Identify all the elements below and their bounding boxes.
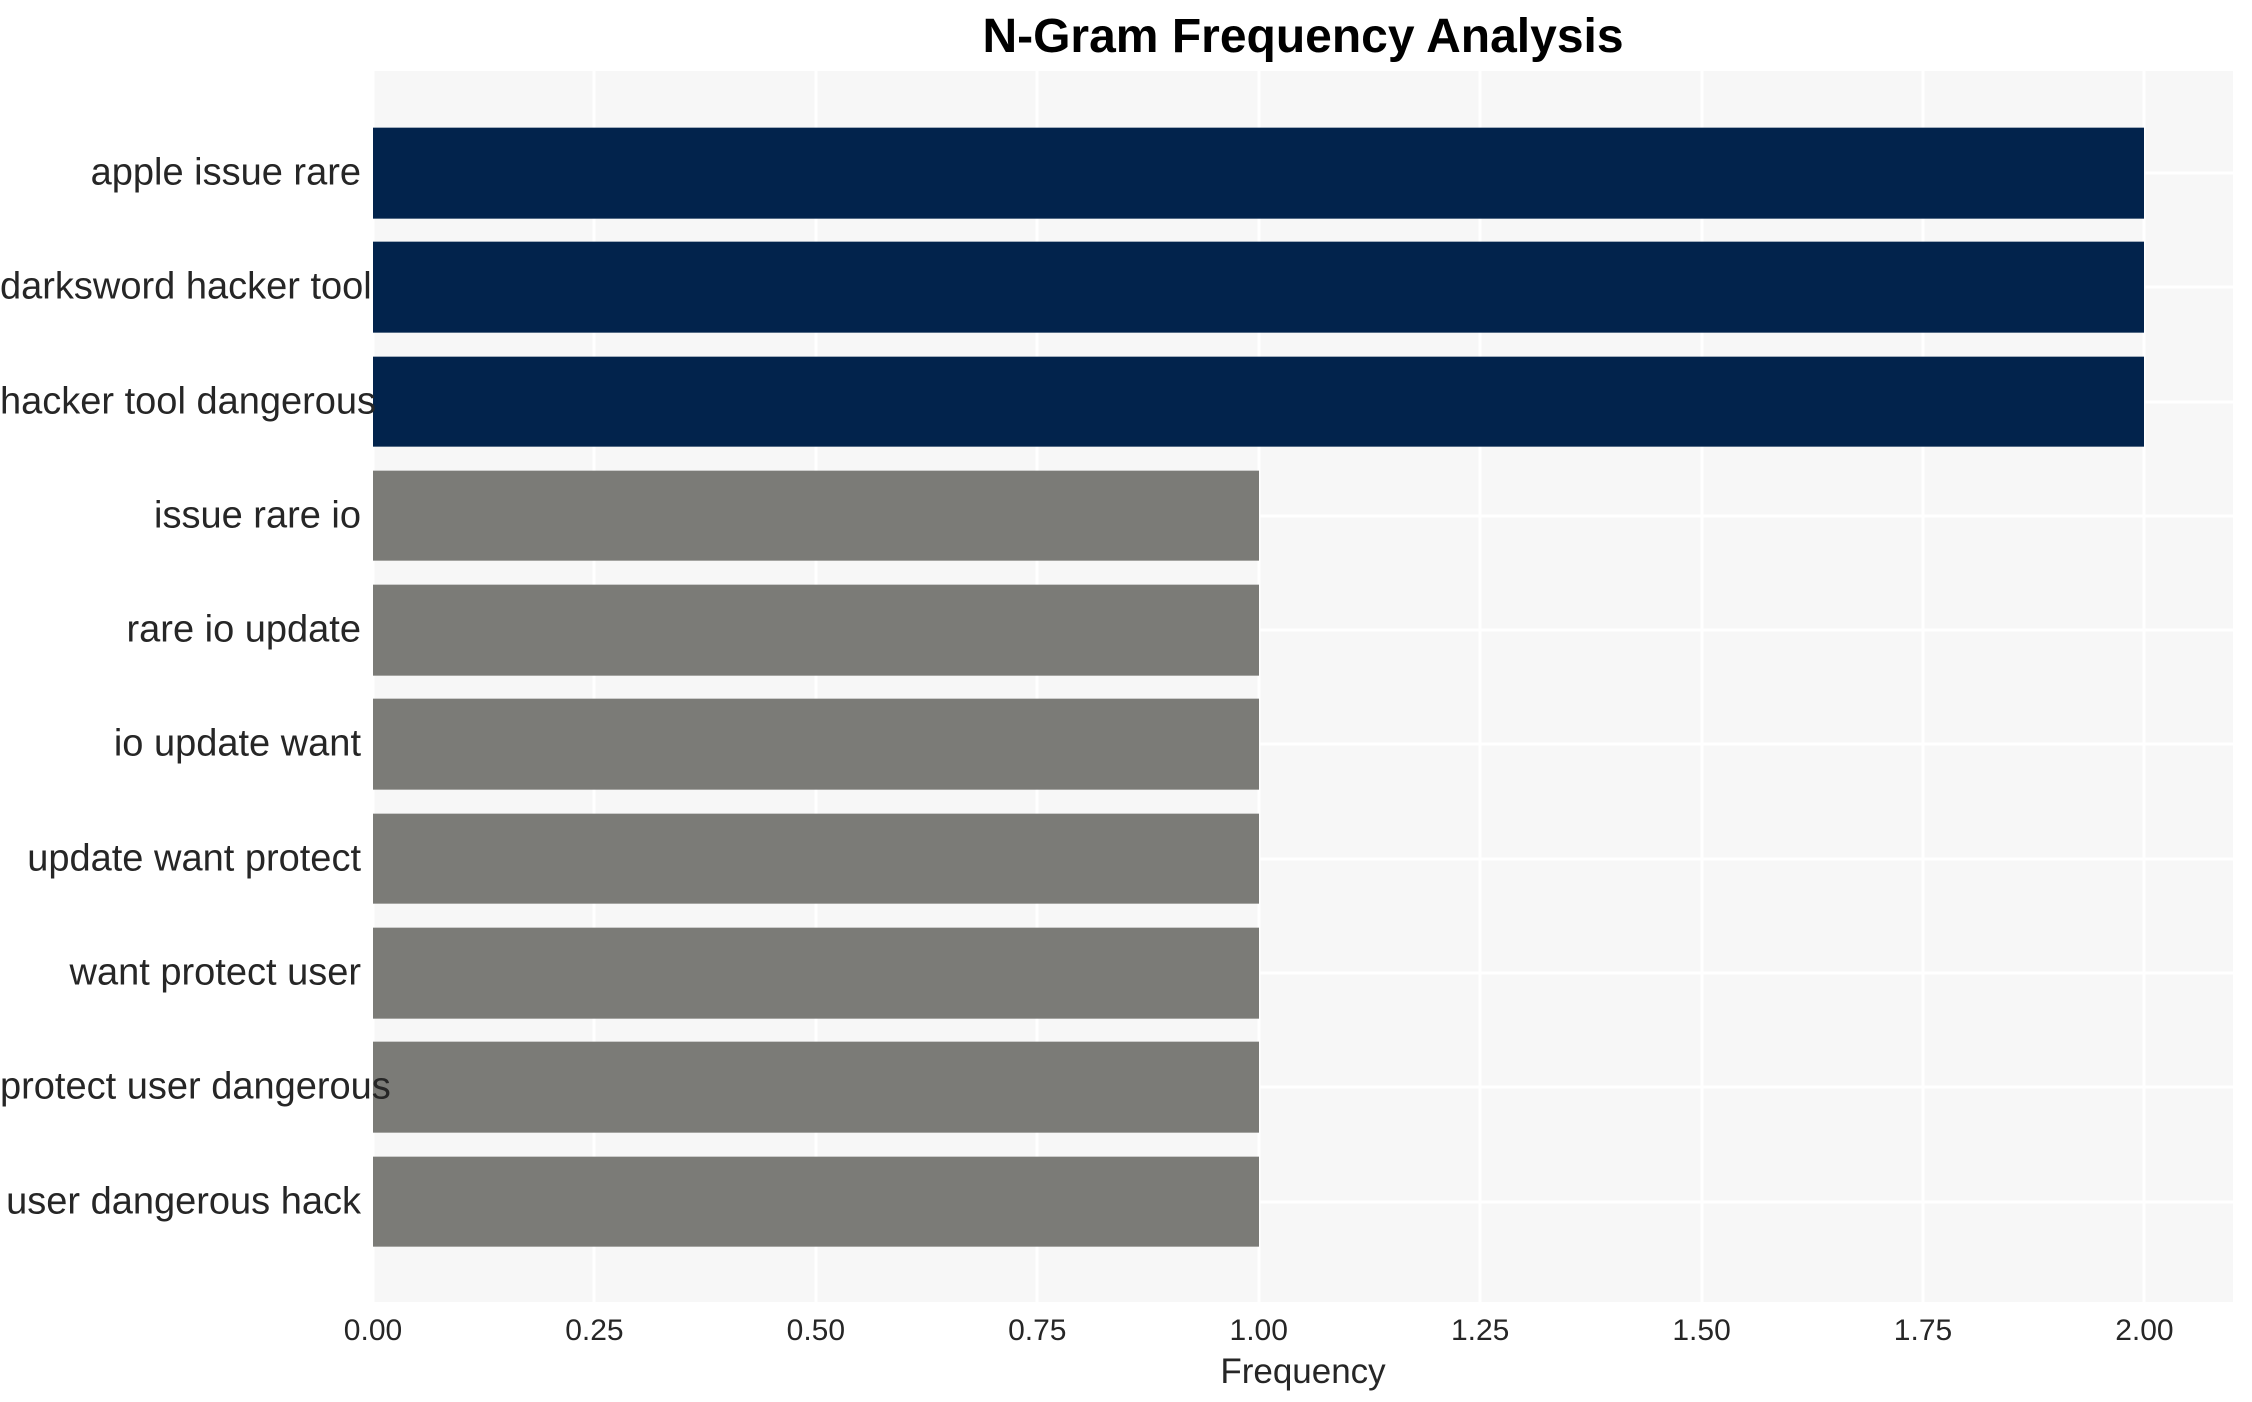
y-tick-label: rare io update xyxy=(126,608,362,651)
chart-title: N-Gram Frequency Analysis xyxy=(982,10,1624,63)
x-gridline xyxy=(1921,71,1925,1302)
x-axis-title: Frequency xyxy=(1220,1352,1386,1391)
x-gridline xyxy=(592,71,596,1302)
y-gridline xyxy=(373,628,2233,632)
bars-layer xyxy=(373,71,2233,1302)
bar xyxy=(373,356,2145,447)
bar xyxy=(373,927,1259,1019)
x-tick-label: 0.00 xyxy=(343,1314,403,1347)
x-gridline xyxy=(1257,71,1261,1302)
y-tick-label: want protect user xyxy=(69,951,361,994)
x-tick-label: 0.75 xyxy=(1008,1314,1067,1347)
x-tick-label: 2.00 xyxy=(2115,1314,2174,1347)
x-tick-label: 1.75 xyxy=(1893,1314,1953,1347)
bar xyxy=(373,241,2145,333)
y-gridline xyxy=(373,1200,2233,1204)
bar xyxy=(373,1041,1259,1133)
plot-area xyxy=(371,71,2233,1302)
bar xyxy=(373,584,1259,676)
y-tick-label: io update want xyxy=(113,722,361,765)
bar xyxy=(373,699,1259,790)
x-gridline xyxy=(371,71,375,1302)
bar xyxy=(373,127,2145,219)
bar xyxy=(373,1156,1259,1247)
x-gridline xyxy=(1700,71,1704,1302)
x-tick-label: 1.00 xyxy=(1229,1314,1288,1347)
y-gridline xyxy=(373,857,2233,861)
y-gridline xyxy=(373,1085,2233,1089)
y-tick-label: protect user dangerous xyxy=(0,1065,391,1108)
bar xyxy=(373,813,1259,905)
y-tick-label: hacker tool dangerous xyxy=(0,380,377,422)
bar xyxy=(373,470,1259,562)
x-tick-label: 0.50 xyxy=(786,1314,846,1347)
x-gridline xyxy=(2142,71,2146,1302)
y-tick-label: user dangerous hack xyxy=(6,1180,361,1223)
x-tick-label: 1.50 xyxy=(1672,1314,1731,1347)
x-axis-ticks: 0.00 0.25 0.50 0.75 1.00 1.25 1.50 1.75 2.00 xyxy=(344,1302,2233,1348)
y-tick-label: darksword hacker tool xyxy=(0,265,372,308)
y-gridline xyxy=(373,742,2233,746)
y-tick-label: apple issue rare xyxy=(90,151,361,194)
y-tick-label: issue rare io xyxy=(154,494,361,537)
y-gridline xyxy=(373,514,2233,518)
x-tick-label: 0.25 xyxy=(565,1314,624,1347)
x-tick-label: 1.25 xyxy=(1450,1314,1510,1347)
y-tick-label: update want protect xyxy=(27,837,361,880)
y-gridline xyxy=(373,971,2233,975)
x-gridline xyxy=(814,71,818,1302)
y-axis-labels: apple issue rare darksword hacker tool hac… xyxy=(0,71,391,1302)
x-gridline xyxy=(1035,71,1039,1302)
x-gridline xyxy=(1478,71,1482,1302)
